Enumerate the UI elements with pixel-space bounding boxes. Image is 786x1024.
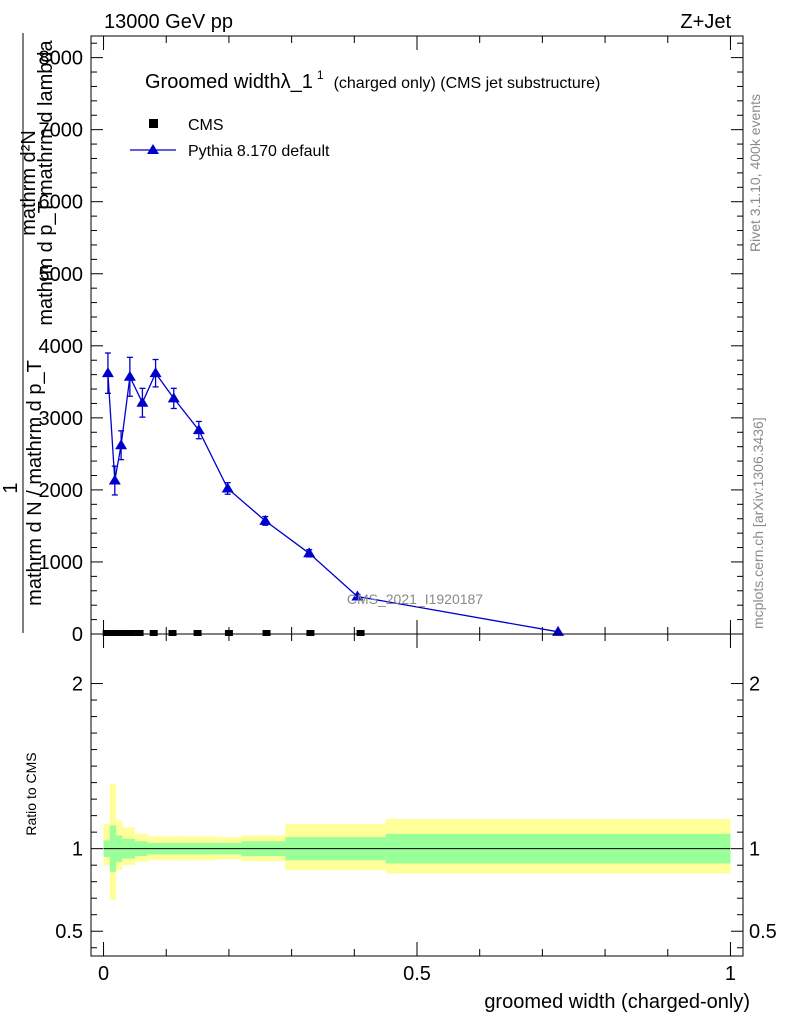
x-tick-label: 0.5 — [403, 963, 431, 985]
main-y-tick-label: 1000 — [39, 552, 84, 574]
cms-point — [168, 630, 177, 636]
ratio-plot-frame — [90, 633, 744, 957]
legend: CMS Pythia 8.170 default — [130, 117, 330, 160]
cms-point — [224, 630, 233, 636]
pythia-point — [221, 482, 234, 493]
main-y-tick-label: 4000 — [39, 336, 84, 358]
pythia-point — [115, 439, 128, 450]
cms-point — [193, 630, 202, 636]
x-axis-label: groomed width (charged-only) — [484, 991, 750, 1013]
ratio-y-tick-label: 0.5 — [55, 921, 83, 943]
cms-point — [262, 630, 271, 636]
header-collision-label: 13000 GeV pp — [104, 11, 233, 33]
cms-point — [149, 630, 158, 636]
cms-point — [108, 630, 117, 636]
main-title: Groomed widthλ_1 1 (charged only) (CMS jet… — [145, 68, 600, 93]
pythia-point — [167, 392, 180, 403]
ratio-uncertainty-bands — [103, 784, 731, 900]
ratio-y-tick-label-right: 2 — [749, 674, 760, 696]
ratio-y-tick-label-right: 0.5 — [749, 921, 777, 943]
header-process-label: Z+Jet — [680, 11, 731, 33]
pythia-line — [107, 371, 559, 633]
cms-point — [306, 630, 315, 636]
legend-pythia-label: Pythia 8.170 default — [188, 143, 330, 160]
x-tick-label: 0 — [98, 963, 109, 985]
ratio-y-axis-label: Ratio to CMS — [23, 752, 39, 835]
main-y-tick-label: 7000 — [39, 120, 84, 142]
main-y-tick-label: 8000 — [39, 48, 84, 70]
pythia-point — [123, 370, 136, 381]
ratio-panel: 0.5 0.51 12 2 0 0.5 1 Ratio to CMS groomed wi… — [23, 633, 777, 1013]
pythia-point — [552, 625, 565, 636]
main-y-tick-label: 6000 — [39, 192, 84, 214]
main-y-tick-label: 3000 — [39, 408, 84, 430]
main-panel: 0 1000 2000 3000 4000 5000 6000 7000 8000 Groome… — [0, 33, 744, 646]
mcplots-citation-label: mcplots.cern.ch [arXiv:1306.3436] — [750, 417, 766, 629]
ratio-y-tick-label: 2 — [72, 674, 83, 696]
pythia-point — [303, 547, 316, 558]
pythia-point — [149, 367, 162, 378]
ylabel-denominator: mathrm d N / mathrm d p_T — [24, 360, 46, 606]
cms-point — [121, 630, 130, 636]
x-tick-label: 1 — [725, 963, 736, 985]
main-y-axis-label: mathrm d²N mathrm d p_T mathrm d lambda … — [0, 33, 57, 633]
title-rest: (charged only) (CMS jet substructure) — [334, 75, 601, 92]
pythia-point — [101, 367, 114, 378]
ratio-y-axis: 0.5 0.5 1 1 2 2 — [55, 674, 777, 949]
main-y-axis: 0 1000 2000 3000 4000 5000 6000 7000 8000 — [39, 42, 743, 646]
ratio-x-axis: 0 0.5 1 — [98, 634, 736, 985]
ratio-y-tick-label: 1 — [72, 839, 83, 861]
pythia-point — [351, 590, 364, 601]
title-superscript: 1 — [317, 68, 324, 82]
ylabel-numerator-2: mathrm d p_T mathrm d lambda — [35, 39, 57, 325]
main-y-tick-label: 2000 — [39, 480, 84, 502]
pythia-point — [259, 514, 272, 525]
cms-point — [127, 630, 136, 636]
cms-point — [135, 630, 144, 636]
pythia-point — [192, 424, 205, 435]
cms-point — [356, 630, 365, 636]
cms-series — [102, 630, 365, 636]
rivet-version-label: Rivet 3.1.10, 400k events — [747, 94, 763, 252]
ratio-y-tick-label-right: 1 — [749, 839, 760, 861]
analysis-watermark: CMS_2021_I1920187 — [347, 591, 483, 607]
main-y-tick-label: 0 — [72, 624, 83, 646]
legend-pythia-marker — [147, 144, 159, 154]
main-x-ticks — [103, 36, 731, 634]
title-main-part: Groomed widthλ_1 — [145, 71, 313, 93]
cms-point — [102, 630, 111, 636]
cms-point — [115, 630, 124, 636]
ylabel-one: 1 — [0, 482, 22, 493]
legend-cms-marker — [149, 119, 158, 128]
main-y-tick-label: 5000 — [39, 264, 84, 286]
pythia-series — [101, 352, 565, 636]
legend-cms-label: CMS — [188, 117, 224, 134]
pythia-point — [136, 396, 149, 407]
pythia-point — [108, 474, 121, 485]
